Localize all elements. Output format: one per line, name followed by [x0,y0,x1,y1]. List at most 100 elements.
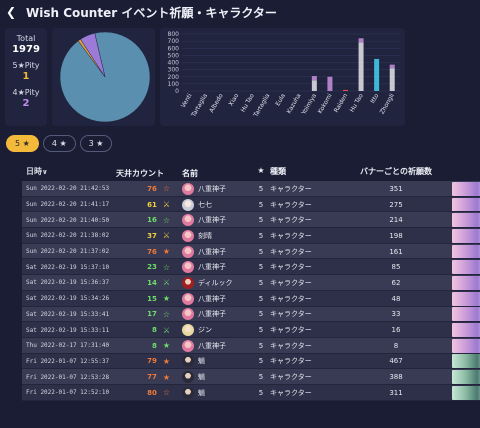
pity-count: 8 [151,341,157,350]
lose-icon: ⚔ [162,200,170,210]
table-row[interactable]: Sun 2022-02-20 21:41:17 61 ⚔ 七七 5 キャラクター 275 [22,196,480,213]
pity-count: 17 [147,310,157,319]
y-tick-label: 500 [168,52,180,59]
row-pity: 61 ⚔ [110,200,182,209]
row-pity: 15 ★ [110,294,182,303]
bar-segment [389,64,395,69]
table-row[interactable]: Sat 2022-02-19 15:36:37 14 ⚔ ディルック 5 キャラクター 62 [22,275,480,291]
table-row[interactable]: Sun 2022-02-20 21:37:02 76 ★ 八重神子 5 キャラクター 161 [22,243,480,260]
character-name: 八重神子 [198,294,226,303]
star-filled-icon: ★ [162,341,170,351]
x-tick-label: Albedo [208,92,225,114]
row-type: キャラクター [270,388,312,397]
row-date: Fri 2022-01-07 12:52:10 [26,389,110,397]
row-pity: 77 ★ [110,373,182,382]
x-tick-label: Xiao [228,92,241,107]
banner-thumbnail [452,338,480,353]
row-type: キャラクター [270,294,312,303]
row-pity: 76 ★ [110,247,182,256]
row-name: 八重神子 [182,214,252,227]
row-banner [452,354,480,369]
row-banner-count: 85 [391,263,401,272]
banner-thumbnail [452,244,480,259]
banner-thumbnail [452,275,480,290]
bar-segment [358,38,364,43]
row-pity: 23 ☆ [110,263,182,272]
row-date: Sat 2022-02-19 15:36:37 [26,279,110,287]
row-date: Sun 2022-02-20 21:40:50 [26,216,110,224]
table-row[interactable]: Thu 2022-02-17 17:31:40 8 ★ 八重神子 5 キャラクター 8 [22,337,480,354]
row-banner [452,244,480,259]
star-filled-icon: ★ [162,372,170,382]
lose-icon: ⚔ [162,325,170,335]
character-name: 八重神子 [198,247,226,256]
row-type: キャラクター [270,184,312,193]
table-row[interactable]: Fri 2022-01-07 12:52:10 80 ☆ 魈 5 キャラクター 311 [22,384,480,401]
table-row[interactable]: Fri 2022-01-07 12:53:28 77 ★ 魈 5 キャラクター 388 [22,369,480,385]
rarity-filter-button[interactable]: 4 ★ [42,135,76,152]
bar-segment [389,68,395,91]
table-row[interactable]: Sat 2022-02-19 15:34:26 15 ★ 八重神子 5 キャラクター 48 [22,290,480,307]
table-row[interactable]: Sun 2022-02-20 21:38:02 37 ⚔ 刻晴 5 キャラクター 198 [22,228,480,244]
rarity-filter-button[interactable]: 3 ★ [79,135,113,152]
avatar [182,339,194,352]
banner-thumbnail [452,291,480,306]
character-name: 魈 [198,388,205,397]
avatar [182,386,194,399]
row-name: 八重神子 [182,245,252,258]
avatar [182,276,194,289]
header-type[interactable]: 種類 [270,167,286,176]
table-header: 日時∨ 天井カウント 名前 ★ 種類 バナーごとの祈願数 [22,166,480,181]
row-date: Sun 2022-02-20 21:42:53 [26,185,110,193]
header-date[interactable]: 日時∨ [26,167,48,176]
avatar [182,261,194,274]
avatar [182,371,194,384]
table-row[interactable]: Sat 2022-02-19 15:33:41 17 ☆ 八重神子 5 キャラクター 33 [22,306,480,323]
app-name: Wish Counter [26,5,118,20]
row-rarity: 5 [258,357,264,366]
avatar [182,292,194,305]
table-body: Sun 2022-02-20 21:42:53 76 ☆ 八重神子 5 キャラクター 351… [22,181,480,401]
row-name: 魈 [182,371,252,384]
y-tick-label: 700 [168,38,180,45]
x-tick-label: Hu Tao [349,92,365,113]
row-banner-count: 351 [389,184,403,193]
star-outline-icon: ☆ [162,215,170,225]
header-rarity[interactable]: ★ [257,166,265,175]
avatar [182,324,194,337]
star-outline-icon: ☆ [162,309,170,319]
row-banner-count: 62 [391,278,401,287]
table-row[interactable]: Sun 2022-02-20 21:40:50 16 ☆ 八重神子 5 キャラクター 214 [22,212,480,229]
row-name: ジン [182,324,252,337]
table-row[interactable]: Sun 2022-02-20 21:42:53 76 ☆ 八重神子 5 キャラクター 351 [22,181,480,197]
pie-slice-purple [80,32,106,78]
header-banner-count[interactable]: バナーごとの祈願数 [360,167,432,176]
x-tick-label: Venti [180,92,194,109]
row-type: キャラクター [270,200,312,209]
x-tick-label: Itto [369,92,380,105]
pity-count: 76 [147,247,157,256]
table-row[interactable]: Sat 2022-02-19 15:33:11 8 ⚔ ジン 5 キャラクター 16 [22,322,480,338]
row-date: Thu 2022-02-17 17:31:40 [26,342,110,350]
rarity-filter-button[interactable]: 5 ★ [6,135,39,152]
row-date: Sat 2022-02-19 15:33:41 [26,310,110,318]
total-value: 1979 [12,44,40,55]
star-outline-icon: ☆ [162,184,170,194]
table-row[interactable]: Fri 2022-01-07 12:55:37 79 ★ 魈 5 キャラクター 467 [22,353,480,370]
row-banner [452,323,480,338]
banner-thumbnail [452,323,480,338]
row-pity: 76 ☆ [110,184,182,193]
row-banner [452,181,480,196]
back-icon[interactable]: ❮ [6,5,17,19]
banner-thumbnail [452,260,480,275]
banner-type-title: イベント祈願・キャラクター [121,5,277,20]
pity-count: 61 [147,200,157,209]
header-pity[interactable]: 天井カウント [116,169,164,178]
row-name: 刻晴 [182,229,252,242]
lose-icon: ⚔ [162,278,170,288]
table-row[interactable]: Sat 2022-02-19 15:37:10 23 ☆ 八重神子 5 キャラクター 85 [22,259,480,276]
star-outline-icon: ☆ [162,262,170,272]
pity-count: 16 [147,216,157,225]
header-name[interactable]: 名前 [182,169,198,178]
x-tick-label: Eula [274,92,287,107]
